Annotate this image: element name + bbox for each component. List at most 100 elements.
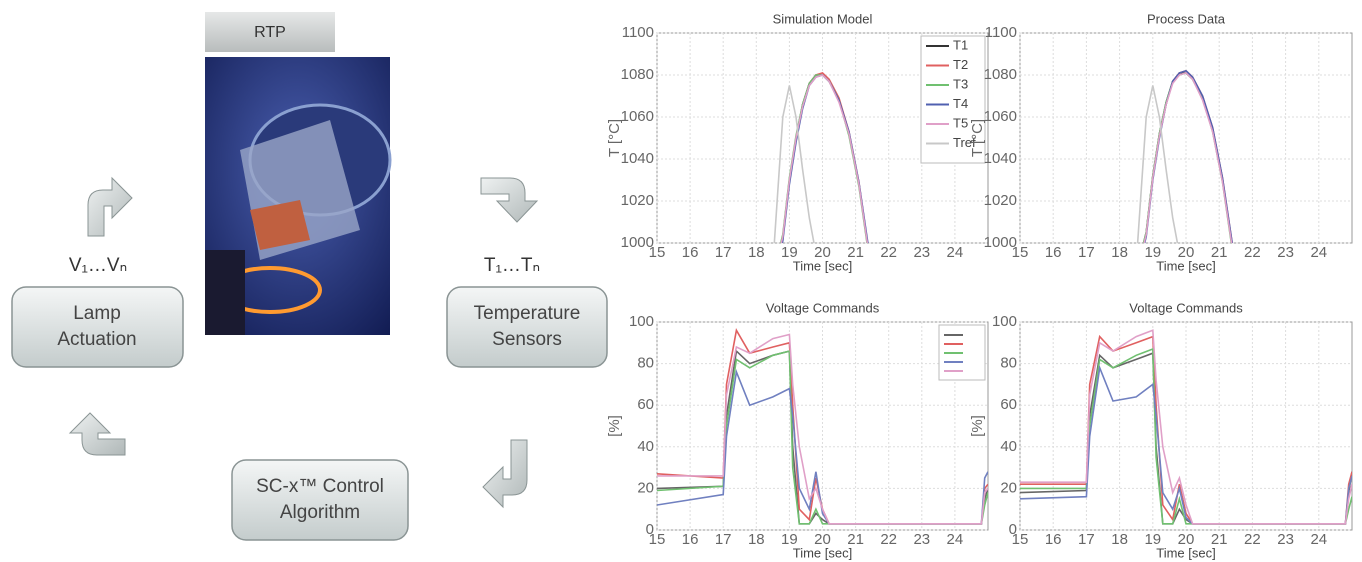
arrow <box>482 439 528 509</box>
x-tick-label: 21 <box>1211 531 1228 548</box>
arrow <box>87 176 133 237</box>
y-tick-label: 60 <box>637 396 654 413</box>
chart-title: Process Data <box>1147 11 1226 26</box>
x-tick-label: 19 <box>781 244 798 261</box>
x-tick-label: 19 <box>1144 531 1161 548</box>
y-tick-label: 0 <box>1009 521 1017 538</box>
x-axis-label: Time [sec] <box>793 258 852 273</box>
y-tick-label: 1040 <box>984 150 1017 167</box>
y-tick-label: 1060 <box>984 108 1017 125</box>
x-tick-label: 17 <box>715 531 732 548</box>
chart: 15 16 17 18 19 20 21 22 23 24 1000 1020 1040 1060 1080… <box>969 11 1353 273</box>
line <box>1020 329 1352 525</box>
y-tick-label: 40 <box>1000 438 1017 455</box>
y-tick-label: 1020 <box>984 192 1017 209</box>
line <box>773 85 815 243</box>
y-tick-label: 60 <box>1000 396 1017 413</box>
node-line: Temperature <box>474 303 581 324</box>
legend-box <box>920 35 986 164</box>
y-axis-label: [%] <box>606 415 623 437</box>
x-tick-label: 15 <box>649 531 666 548</box>
x-tick-label: 17 <box>1078 531 1095 548</box>
legend: T1 T2 T3 T4 T5 Tref <box>920 35 986 164</box>
node-line: Sensors <box>492 329 562 350</box>
x-axis-label: Time [sec] <box>793 545 852 560</box>
header-box <box>205 12 335 52</box>
x-tick-label: 16 <box>682 531 699 548</box>
y-axis-label: T [°C] <box>969 119 986 157</box>
x-tick-label: 23 <box>913 244 930 261</box>
x-tick-label: 22 <box>1244 244 1261 261</box>
line <box>780 74 869 243</box>
x-tick-label: 16 <box>1045 531 1062 548</box>
arrow <box>480 177 539 223</box>
arrow <box>68 412 126 456</box>
x-tick-label: 16 <box>682 244 699 261</box>
node: Temperature Sensors <box>446 286 608 368</box>
chart-title: Voltage Commands <box>1129 300 1243 315</box>
photo <box>205 57 392 335</box>
y-tick-label: 20 <box>1000 479 1017 496</box>
legend-label: T4 <box>953 96 968 111</box>
legend-label: T1 <box>953 37 968 52</box>
x-tick-label: 23 <box>1277 244 1294 261</box>
y-tick-label: 1080 <box>621 66 654 83</box>
y-tick-label: 80 <box>1000 355 1017 372</box>
x-tick-label: 15 <box>649 244 666 261</box>
y-tick-label: 1060 <box>621 108 654 125</box>
legend-label: Tref <box>953 135 976 150</box>
x-tick-label: 21 <box>847 531 864 548</box>
legend-label: T3 <box>953 76 968 91</box>
x-tick-label: 20 <box>814 531 831 548</box>
y-tick-label: 80 <box>637 355 654 372</box>
chart: 15 16 17 18 19 20 21 22 23 24 1000 1020 1040 1060 1080… <box>606 11 989 273</box>
y-tick-label: 1000 <box>621 234 654 251</box>
x-tick-label: 22 <box>880 244 897 261</box>
header: RTP <box>254 24 286 41</box>
x-tick-label: 20 <box>1178 531 1195 548</box>
y-tick-label: 1080 <box>984 66 1017 83</box>
legend <box>938 324 986 381</box>
x-tick-label: 19 <box>1144 244 1161 261</box>
x-tick-label: 23 <box>913 531 930 548</box>
y-tick-label: 1100 <box>985 24 1017 41</box>
chart: 15 16 17 18 19 20 21 22 23 24 0 20 40 60 80 100 Voltage … <box>606 300 989 560</box>
x-tick-label: 24 <box>947 531 964 548</box>
x-tick-label: 18 <box>1111 531 1128 548</box>
y-tick-label: 40 <box>637 438 654 455</box>
node: SC-x™ Control Algorithm <box>231 459 409 541</box>
chart-title: Voltage Commands <box>766 300 880 315</box>
y-axis-label: [%] <box>969 415 986 437</box>
x-tick-label: 19 <box>781 531 798 548</box>
x-tick-label: 17 <box>1078 244 1095 261</box>
x-tick-label: 20 <box>814 244 831 261</box>
y-tick-label: 0 <box>646 521 654 538</box>
line <box>1143 71 1233 243</box>
chart: 15 16 17 18 19 20 21 22 23 24 0 20 40 60 80 100 Voltage … <box>969 300 1353 560</box>
chart-title: Simulation Model <box>773 11 873 26</box>
x-tick-label: 18 <box>748 244 765 261</box>
node-line: Lamp <box>73 303 121 324</box>
x-tick-label: 18 <box>748 531 765 548</box>
line <box>1143 69 1233 243</box>
x-tick-label: 22 <box>880 531 897 548</box>
x-tick-label: 17 <box>715 244 732 261</box>
x-tick-label: 23 <box>1277 531 1294 548</box>
x-tick-label: 18 <box>1111 244 1128 261</box>
x-tick-label: 15 <box>1012 531 1029 548</box>
x-tick-label: 16 <box>1045 244 1062 261</box>
y-axis-label: T [°C] <box>606 119 623 157</box>
legend-label: T5 <box>953 115 968 130</box>
x-tick-label: 24 <box>1310 531 1327 548</box>
x-axis-label: Time [sec] <box>1156 545 1215 560</box>
node-line: Actuation <box>57 329 136 350</box>
node: Lamp Actuation <box>11 286 184 368</box>
line <box>657 333 988 525</box>
y-tick-label: 100 <box>629 313 654 330</box>
x-axis-label: Time [sec] <box>1156 258 1215 273</box>
x-tick-label: 22 <box>1244 531 1261 548</box>
x-tick-label: 24 <box>1310 244 1327 261</box>
diagram: RTP Lamp Actuation Temperature Sensors S… <box>11 12 608 541</box>
